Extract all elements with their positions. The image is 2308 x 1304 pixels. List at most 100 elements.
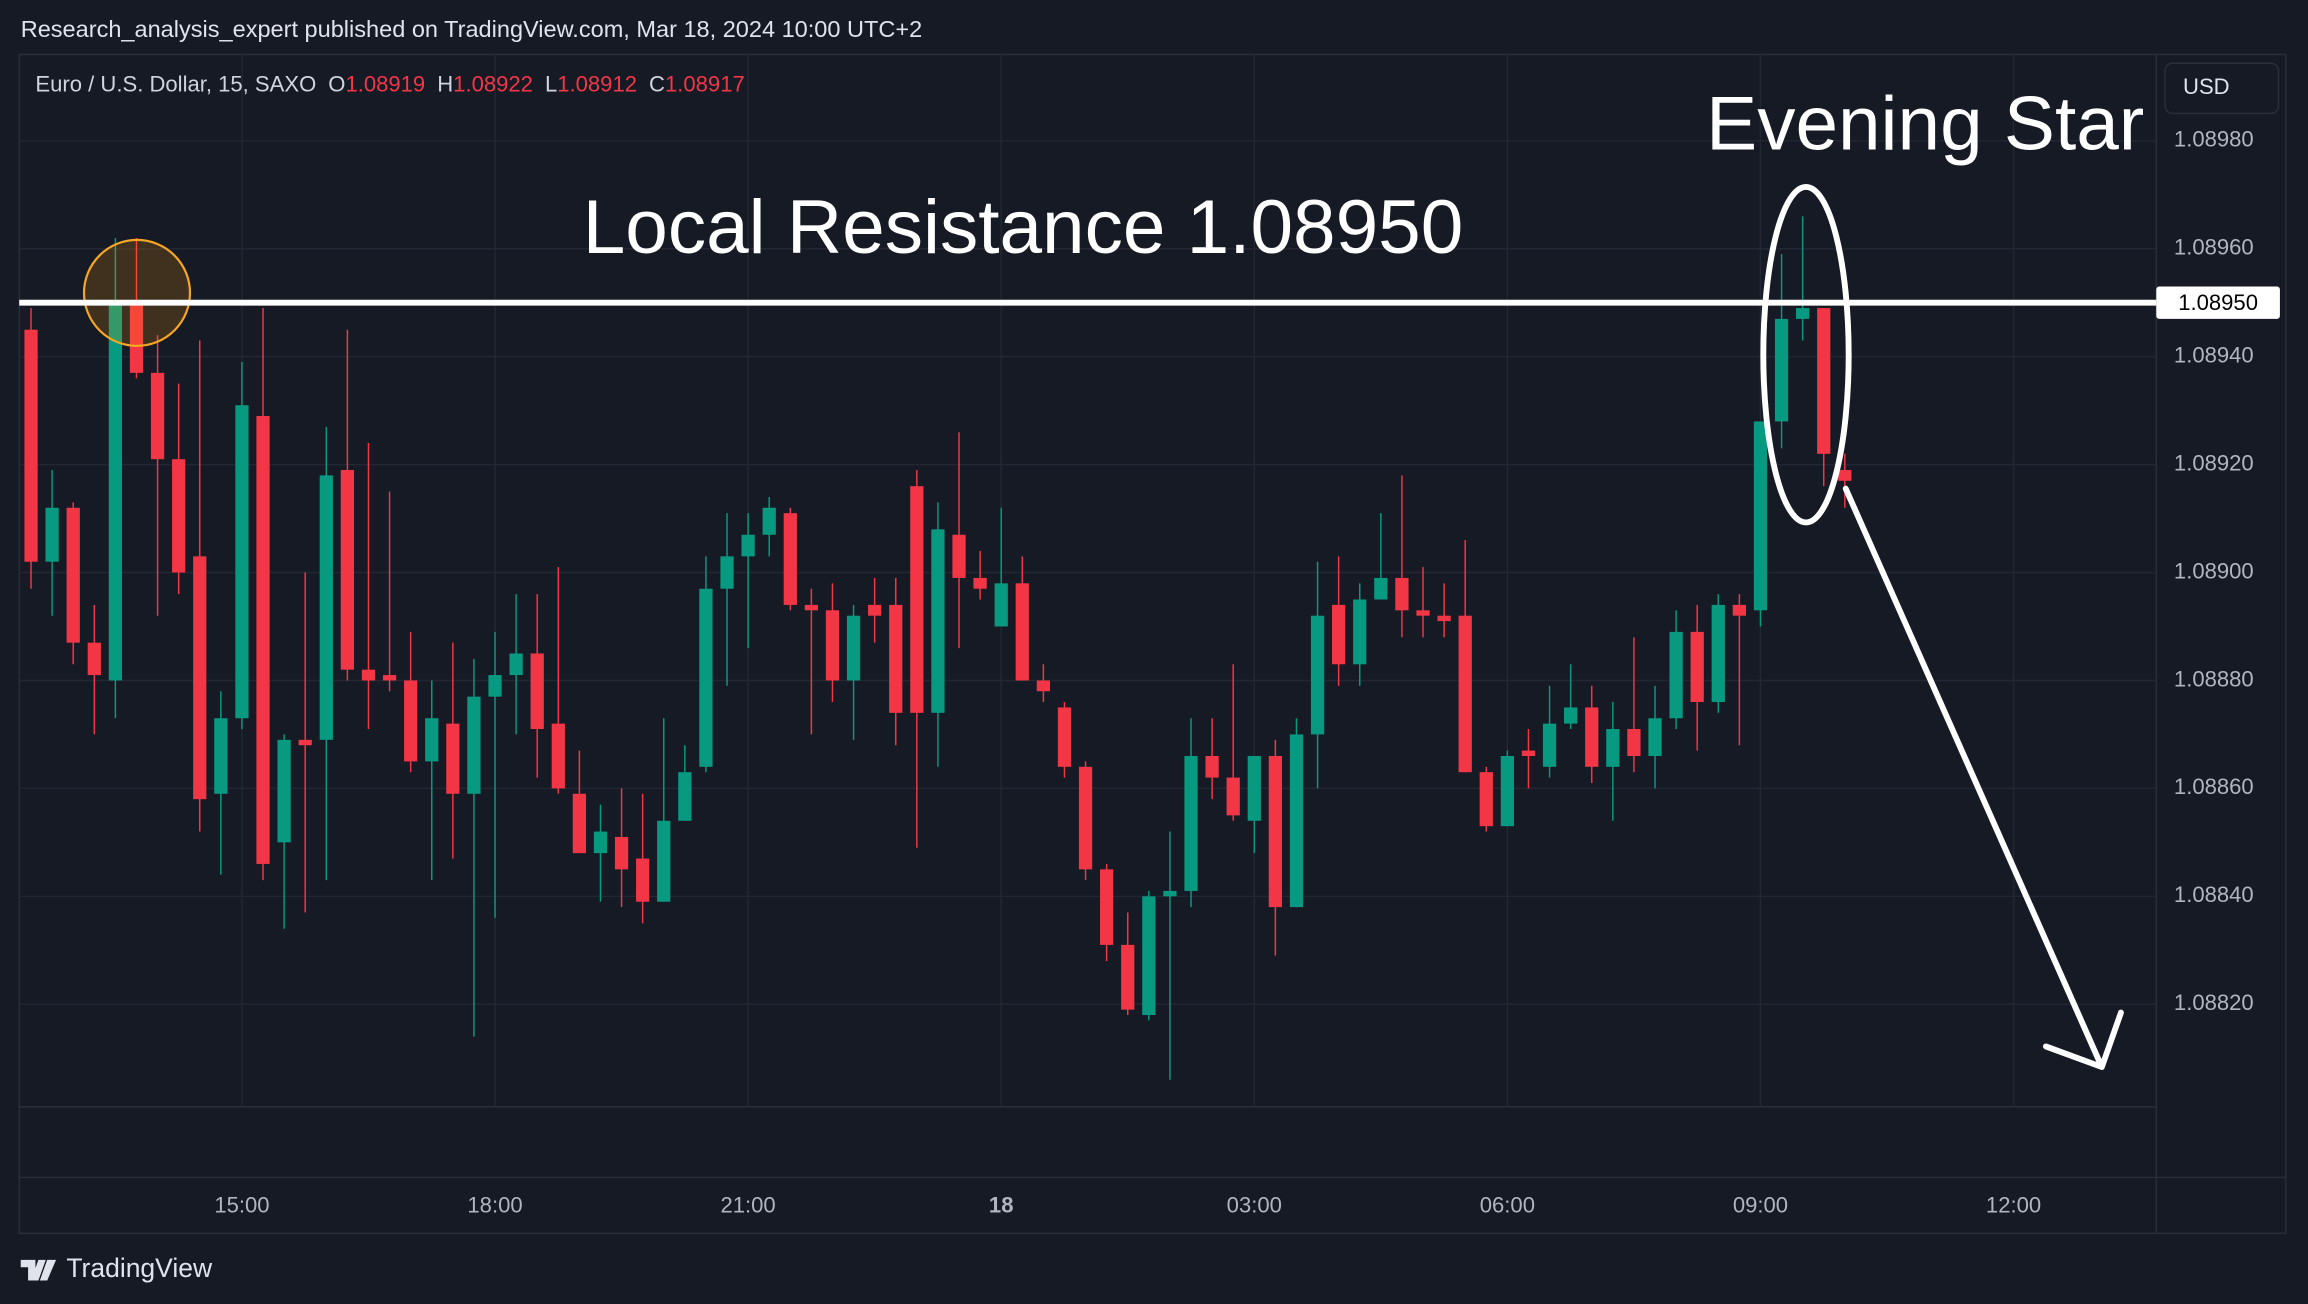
candle-body [1247,756,1261,821]
candle-body [340,469,355,670]
y-tick-label: 1.08940 [2174,342,2254,367]
brand: TradingView [66,1253,213,1283]
candle-body [1121,944,1135,1010]
candle-body [1500,756,1514,827]
x-tick-label: 21:00 [721,1193,776,1218]
candle-body [1732,604,1746,616]
candle-body [825,610,840,681]
pattern-ellipse [1760,183,1852,526]
ohlc-label: L [545,71,557,96]
candle-body [994,583,1008,627]
y-tick-label: 1.08820 [2174,990,2254,1015]
candle-body [235,405,249,719]
ohlc-value: 1.08919 [345,71,425,96]
candle-body [1163,890,1177,897]
candle-body [298,739,312,746]
price-tag-label: 1.08950 [2178,290,2258,315]
candle-body [129,302,144,373]
candle-body [1774,318,1789,422]
y-tick-label: 1.08960 [2174,235,2254,260]
candle-body [1437,615,1451,622]
candle-body [1057,707,1072,767]
currency-label[interactable]: USD [2183,74,2230,99]
candle-body [1205,756,1219,778]
candle-body [1521,750,1536,757]
ohlc-value: 1.08922 [453,71,533,96]
candle-body [1817,308,1831,454]
candle-body [720,556,734,589]
candle-body [1395,577,1409,611]
candle-body [24,329,38,562]
candle-body [678,772,692,821]
x-tick-label: 12:00 [1986,1193,2041,1218]
candle-body [425,718,439,762]
candle-body [446,723,460,794]
candle-body [868,604,882,616]
y-tick-label: 1.08840 [2174,882,2254,907]
y-tick-label: 1.08860 [2174,774,2254,799]
y-tick-label: 1.08880 [2174,666,2254,691]
candle-body [1353,599,1367,665]
candle-body [1268,756,1283,908]
candle-body [1416,610,1430,616]
down-arrow [1842,485,2124,1070]
candle-body [1627,729,1641,757]
candle-body [952,534,966,578]
candle-body [1838,469,1852,481]
x-tick-label: 18 [989,1193,1014,1218]
candle-body [45,507,59,562]
candles [24,216,1852,1080]
annotations: Local Resistance 1.08950 Evening Star [19,82,2157,1070]
ohlc-label: C [649,71,665,96]
x-tick-label: 15:00 [214,1193,269,1218]
candle-body [1036,680,1051,692]
candle-body [572,793,587,854]
footer-logo: TradingView [20,1253,213,1283]
candle-body [530,653,544,730]
candle-body [657,820,671,902]
candle-body [382,675,397,681]
candle-body [1606,729,1620,767]
candle-body [1479,772,1493,827]
candle-body [1289,734,1304,908]
pattern-annotation: Evening Star [1706,82,2144,167]
candle-body [889,604,903,713]
candle-body [361,669,376,681]
candle-body [277,739,291,843]
candle-body [1690,631,1704,703]
candle-body [1078,766,1093,870]
candle-body [404,680,418,762]
resistance-annotation: Local Resistance 1.08950 [583,185,1464,270]
logo-mark [20,1259,57,1281]
candle-body [910,486,924,713]
candle-body [1458,615,1472,773]
candle-body [931,529,945,713]
candle-body [1310,615,1325,735]
candle-body [172,459,186,573]
ohlc-value: 1.08912 [557,71,637,96]
candle-body [741,534,755,557]
ohlc-label: O [328,71,345,96]
candle-body [551,723,565,789]
x-tick-label: 18:00 [467,1193,522,1218]
currency-button[interactable] [2164,62,2280,115]
candle-body [1796,308,1810,319]
candle-body [699,588,713,767]
x-tick-label: 03:00 [1227,1193,1282,1218]
candle-body [1142,896,1156,1016]
candle-body [783,513,797,605]
symbol: Euro / U.S. Dollar, 15, SAXO [35,71,316,96]
candle-body [1585,707,1599,767]
candle-body [319,475,333,740]
candle-body [973,577,987,589]
candle-body [1332,604,1346,665]
ohlc-value: 1.08917 [665,71,745,96]
candle-body [108,302,123,681]
candle-body [1374,577,1388,600]
price-tag [2156,286,2280,319]
candle-body [193,556,207,800]
candle-body [509,653,523,676]
